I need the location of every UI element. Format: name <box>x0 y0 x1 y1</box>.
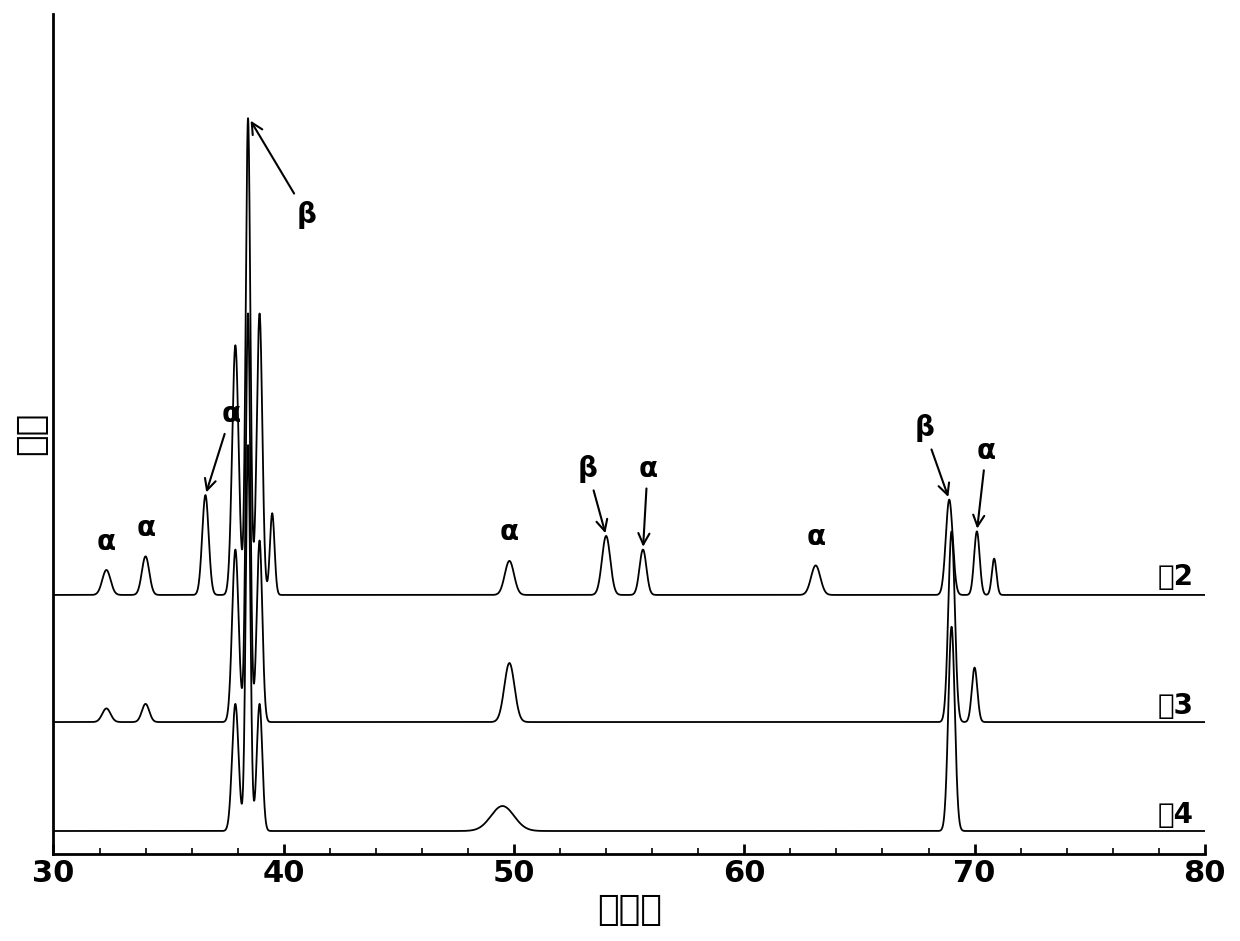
Text: $\mathbf{\alpha}$: $\mathbf{\alpha}$ <box>97 528 117 555</box>
Text: $\mathbf{\alpha}$: $\mathbf{\alpha}$ <box>637 455 657 545</box>
Y-axis label: 强度: 强度 <box>14 412 48 455</box>
Text: $\mathbf{\beta}$: $\mathbf{\beta}$ <box>252 122 317 231</box>
Text: $\mathbf{\alpha}$: $\mathbf{\alpha}$ <box>806 523 826 551</box>
Text: 例2: 例2 <box>1157 563 1193 591</box>
Text: 例4: 例4 <box>1157 801 1193 829</box>
Text: 例3: 例3 <box>1157 693 1193 720</box>
X-axis label: 衍射角: 衍射角 <box>596 893 662 927</box>
Text: $\mathbf{\alpha}$: $\mathbf{\alpha}$ <box>500 518 520 547</box>
Text: $\mathbf{\beta}$: $\mathbf{\beta}$ <box>914 412 949 495</box>
Text: $\mathbf{\alpha}$: $\mathbf{\alpha}$ <box>973 437 996 526</box>
Text: $\mathbf{\alpha}$: $\mathbf{\alpha}$ <box>135 514 155 542</box>
Text: $\mathbf{\alpha}$: $\mathbf{\alpha}$ <box>205 401 241 490</box>
Text: $\mathbf{\beta}$: $\mathbf{\beta}$ <box>578 453 608 531</box>
